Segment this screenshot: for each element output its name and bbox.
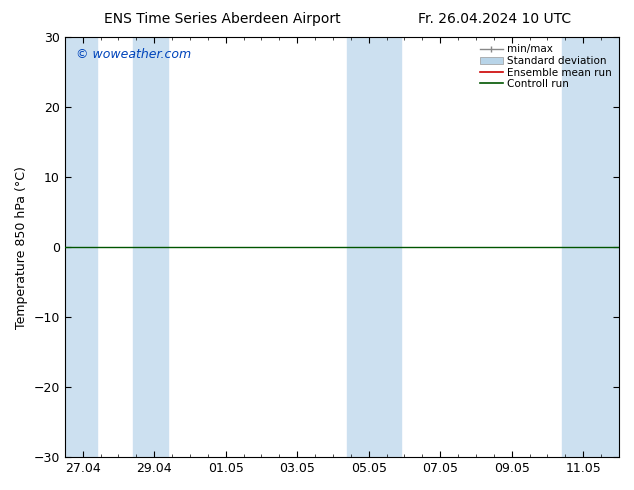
Bar (347, 37, 401, 457)
Bar (562, 37, 619, 457)
Y-axis label: Temperature 850 hPa (°C): Temperature 850 hPa (°C) (15, 166, 28, 329)
Text: ENS Time Series Aberdeen Airport: ENS Time Series Aberdeen Airport (103, 12, 340, 26)
Bar (133, 37, 169, 457)
Text: Fr. 26.04.2024 10 UTC: Fr. 26.04.2024 10 UTC (418, 12, 571, 26)
Legend: min/max, Standard deviation, Ensemble mean run, Controll run: min/max, Standard deviation, Ensemble me… (478, 42, 614, 91)
Text: © woweather.com: © woweather.com (76, 48, 191, 61)
Bar (65, 37, 97, 457)
